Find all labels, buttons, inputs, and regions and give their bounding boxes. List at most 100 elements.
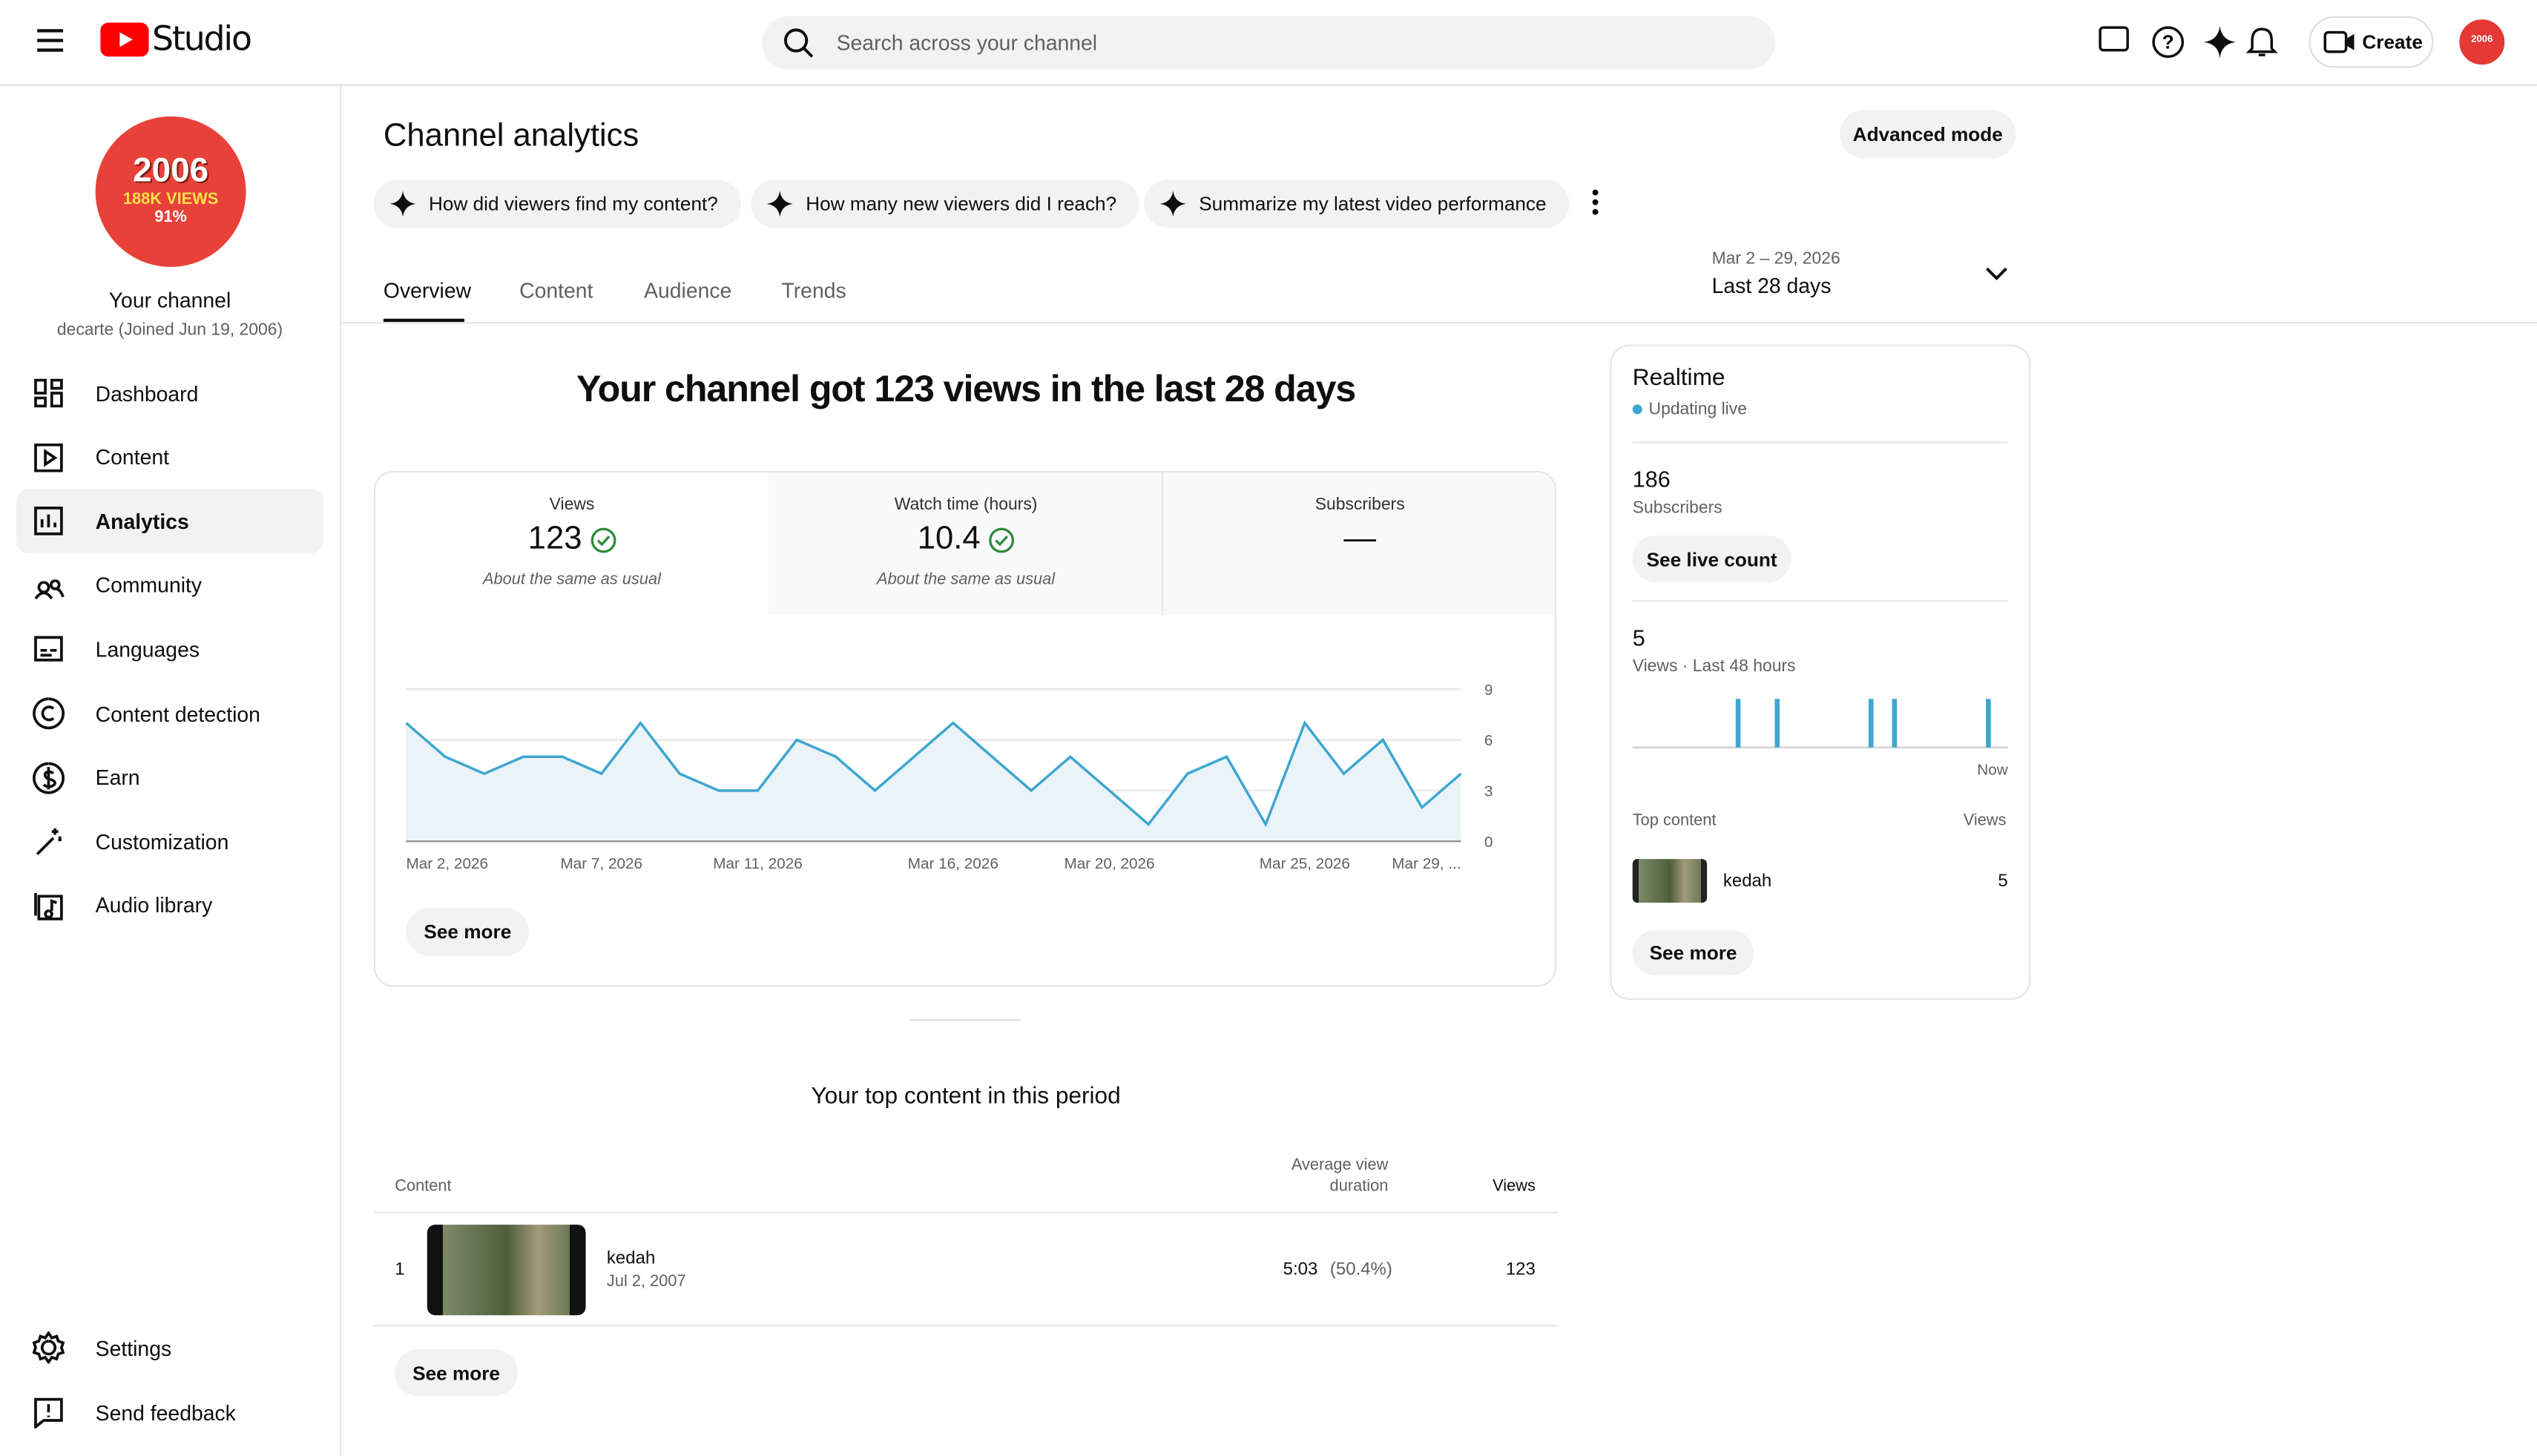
live-count-button[interactable]: See live count xyxy=(1632,535,1791,583)
nav-label: Community xyxy=(95,573,203,598)
check-icon xyxy=(590,527,616,553)
check-icon xyxy=(989,527,1014,553)
nav-item[interactable]: Content detection xyxy=(16,681,323,745)
tab[interactable]: Audience xyxy=(644,278,732,303)
metric-value: 10.4 xyxy=(769,521,1162,558)
icon-shape xyxy=(32,1331,65,1364)
create-icon xyxy=(2323,30,2355,53)
advanced-mode-button[interactable]: Advanced mode xyxy=(1839,110,2016,159)
overview-card: Views 123 About the same as usual Watch tim… xyxy=(373,470,1557,987)
spark-shape xyxy=(1159,191,1186,217)
svg-text:?: ? xyxy=(2162,30,2174,53)
metric-number: 10.4 xyxy=(917,521,981,557)
create-button[interactable]: Create xyxy=(2309,16,2434,68)
period[interactable]: Last 28 days xyxy=(1711,273,1832,298)
icon-shape xyxy=(34,378,63,408)
nav-label: Content detection xyxy=(95,701,260,726)
nav-item[interactable]: Community xyxy=(16,553,323,617)
row-border xyxy=(373,1325,1559,1327)
tab[interactable]: Content xyxy=(519,278,593,303)
nav-icon xyxy=(34,1397,63,1429)
column-header: Views xyxy=(1493,1177,1536,1196)
nav-item[interactable]: Send feedback xyxy=(16,1380,323,1444)
nav-item[interactable]: Audio library xyxy=(16,873,323,938)
nav-item[interactable]: Analytics xyxy=(16,489,324,554)
thumbnail[interactable] xyxy=(1632,859,1708,903)
search-icon xyxy=(783,28,814,58)
prompt-chip[interactable]: How many new viewers did I reach? xyxy=(751,179,1139,228)
tab[interactable]: Overview xyxy=(383,278,472,303)
check-mark xyxy=(596,534,610,546)
icon-shape xyxy=(34,1397,63,1429)
menu-button[interactable] xyxy=(36,27,65,53)
row-title[interactable]: kedah xyxy=(606,1248,656,1268)
channel-avatar[interactable]: 2006 188K VIEWS 91% xyxy=(95,116,246,267)
nav-item[interactable]: Content xyxy=(16,425,323,490)
nav-label: Audio library xyxy=(95,893,213,918)
row-border xyxy=(373,1211,1559,1213)
icon-shape xyxy=(34,443,63,472)
prompt-chip[interactable]: How did viewers find my content? xyxy=(373,179,741,228)
nav-icon xyxy=(34,636,63,662)
page-title: Channel analytics xyxy=(383,118,639,154)
column-header: Content xyxy=(395,1177,452,1196)
search-placeholder: Search across your channel xyxy=(836,30,1098,56)
metric-note: About the same as usual xyxy=(482,570,662,589)
nav-item[interactable]: Languages xyxy=(16,617,323,682)
more-button[interactable] xyxy=(1589,188,1602,217)
nav-item[interactable]: Settings xyxy=(16,1315,323,1380)
nav-item[interactable]: Earn xyxy=(16,745,323,810)
y-tick-label: 0 xyxy=(1484,834,1493,851)
y-tick-label: 6 xyxy=(1484,732,1493,749)
bar xyxy=(1868,699,1874,748)
bar xyxy=(1735,699,1741,748)
row-rank: 1 xyxy=(395,1260,405,1280)
item-title[interactable]: kedah xyxy=(1722,872,1772,892)
x-tick-label: Mar 11, 2026 xyxy=(713,855,803,872)
live-dot xyxy=(1632,404,1642,415)
tab[interactable]: Trends xyxy=(781,278,846,303)
metric-note: About the same as usual xyxy=(877,570,1056,589)
icon-shape xyxy=(34,636,63,662)
check-circle xyxy=(989,527,1014,553)
header-icons[interactable]: ? xyxy=(2097,23,2291,62)
nav-label: Analytics xyxy=(95,509,189,534)
nav-label: Customization xyxy=(95,829,229,854)
icon-shape xyxy=(36,829,62,856)
x-tick-label: Mar 7, 2026 xyxy=(561,855,643,872)
area xyxy=(406,722,1461,842)
prompt-label: Summarize my latest video performance xyxy=(1199,192,1547,216)
line xyxy=(405,720,1462,828)
see-more-button[interactable]: See more xyxy=(1632,930,1754,976)
row-avd-pct: (50.4%) xyxy=(1329,1260,1392,1280)
realtime-status: Updating live xyxy=(1648,399,1747,419)
period-dropdown[interactable] xyxy=(1985,266,2008,282)
row-date: Jul 2, 2007 xyxy=(606,1273,686,1291)
nav-icon xyxy=(36,829,62,856)
nav-icon xyxy=(33,761,65,794)
date-range[interactable]: Mar 2 – 29, 2026 xyxy=(1711,248,1840,269)
nav-item[interactable]: Customization xyxy=(16,809,323,874)
metric-number: 123 xyxy=(527,521,582,557)
divider xyxy=(1632,441,2008,444)
views-column: Views xyxy=(1963,811,2007,830)
prompt-chip[interactable]: Summarize my latest video performance xyxy=(1144,179,1570,228)
nav-label: Send feedback xyxy=(95,1400,236,1425)
logo-icon[interactable] xyxy=(100,22,149,57)
y-tick-label: 9 xyxy=(1484,682,1493,699)
nav-item[interactable]: Dashboard xyxy=(16,360,323,425)
nav-label: Dashboard xyxy=(95,381,199,406)
channel-title: Your channel xyxy=(108,288,231,312)
tab-indicator xyxy=(383,318,464,323)
see-more-button[interactable]: See more xyxy=(395,1349,518,1397)
thumbnail[interactable] xyxy=(427,1225,586,1316)
account-avatar[interactable]: 2006 xyxy=(2459,19,2505,65)
icon-shape xyxy=(33,697,65,730)
search-box[interactable]: Search across your channel xyxy=(762,16,1775,70)
avatar-line1: 2006 xyxy=(133,152,209,190)
nav-label: Earn xyxy=(95,765,140,790)
x-tick-label: Mar 2, 2026 xyxy=(406,855,488,872)
divider xyxy=(1632,600,2008,602)
see-more-button[interactable]: See more xyxy=(406,907,530,957)
logo-text[interactable]: Studio xyxy=(152,19,252,59)
